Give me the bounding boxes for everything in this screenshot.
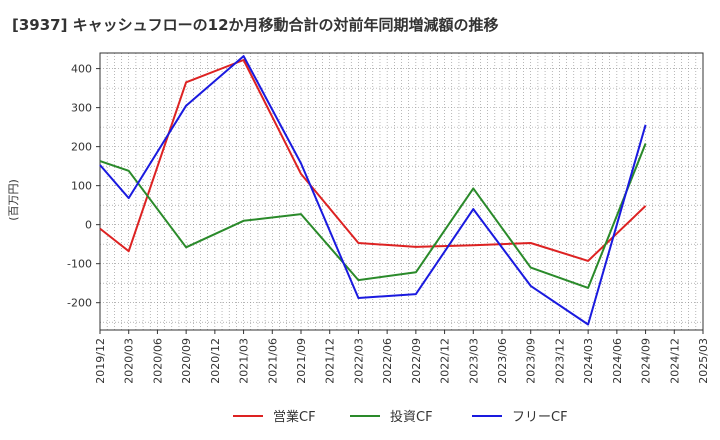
x-tick-label: 2023/09 bbox=[525, 338, 538, 384]
y-tick-label: -100 bbox=[67, 258, 92, 271]
y-tick-label: -200 bbox=[67, 297, 92, 310]
x-tick-label: 2020/12 bbox=[209, 338, 222, 384]
series-line-2 bbox=[99, 55, 647, 326]
y-tick-label: 0 bbox=[85, 219, 92, 232]
series-lines bbox=[99, 55, 647, 326]
x-tick-label: 2021/09 bbox=[295, 338, 308, 384]
series-line-1 bbox=[99, 143, 647, 289]
y-axis: 400 300 200 100 0 -100 -200 bbox=[67, 63, 100, 310]
y-tick-label: 200 bbox=[71, 141, 92, 154]
x-tick-label: 2024/09 bbox=[640, 338, 653, 384]
plot-frame bbox=[99, 52, 704, 331]
x-tick-label: 2021/12 bbox=[324, 338, 337, 384]
x-tick-label: 2021/03 bbox=[238, 338, 251, 384]
y-tick-label: 100 bbox=[71, 180, 92, 193]
x-tick-label: 2023/06 bbox=[496, 338, 509, 384]
x-tick-label: 2023/03 bbox=[467, 338, 480, 384]
y-tick-label: 400 bbox=[71, 63, 92, 76]
legend-label-0: 営業CF bbox=[273, 409, 316, 425]
chart-title: [3937] キャッシュフローの12か月移動合計の対前年同期増減額の推移 bbox=[12, 16, 499, 34]
x-tick-label: 2022/09 bbox=[410, 338, 423, 384]
x-tick-label: 2024/12 bbox=[668, 338, 681, 384]
x-tick-label: 2025/03 bbox=[697, 338, 710, 384]
y-tick-label: 300 bbox=[71, 102, 92, 115]
x-tick-label: 2020/03 bbox=[123, 338, 136, 384]
x-tick-label: 2022/06 bbox=[381, 338, 394, 384]
x-tick-label: 2020/09 bbox=[180, 338, 193, 384]
series-line-0 bbox=[99, 59, 647, 262]
legend: 営業CF 投資CF フリーCF bbox=[233, 409, 568, 425]
x-tick-label: 2020/06 bbox=[151, 338, 164, 384]
x-tick-label: 2022/12 bbox=[439, 338, 452, 384]
x-axis: 2019/12 2020/03 2020/06 2020/09 2020/12 2021/… bbox=[94, 330, 710, 384]
x-tick-label: 2024/06 bbox=[611, 338, 624, 384]
x-tick-label: 2024/03 bbox=[582, 338, 595, 384]
legend-label-2: フリーCF bbox=[512, 410, 568, 425]
legend-label-1: 投資CF bbox=[390, 409, 433, 425]
grid-lines bbox=[100, 53, 703, 330]
y-axis-label: (百万円) bbox=[7, 179, 20, 221]
x-tick-label: 2023/12 bbox=[553, 338, 566, 384]
x-tick-label: 2022/03 bbox=[352, 338, 365, 384]
x-tick-label: 2021/06 bbox=[266, 338, 279, 384]
x-tick-label: 2019/12 bbox=[94, 338, 107, 384]
